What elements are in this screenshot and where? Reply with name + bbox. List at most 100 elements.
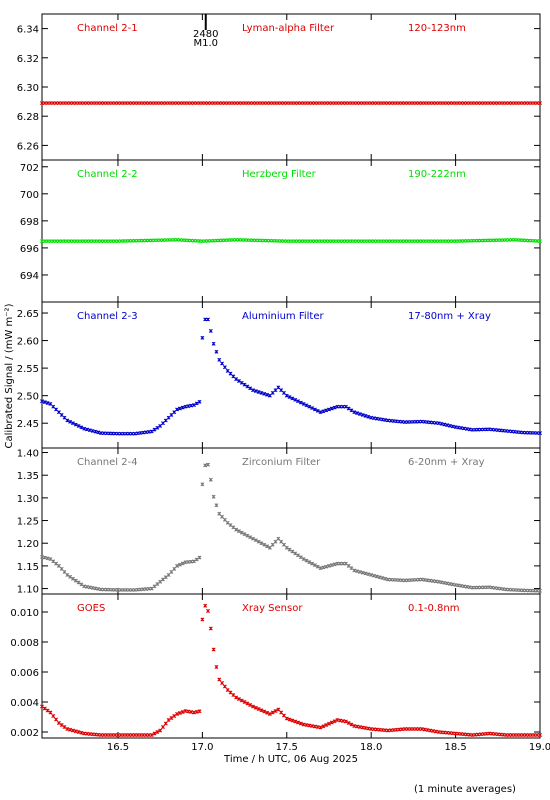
- data-point: [329, 720, 334, 725]
- data-point: [79, 582, 84, 587]
- data-point: [315, 408, 320, 413]
- data-point: [304, 558, 309, 563]
- data-point: [222, 684, 227, 689]
- data-point: [166, 415, 171, 420]
- data-point: [183, 709, 188, 713]
- panel-frame: [41, 159, 541, 303]
- data-point: [459, 426, 464, 430]
- data-point: [177, 406, 182, 411]
- data-point: [290, 549, 295, 554]
- x-tick-label: 19.0: [529, 742, 550, 753]
- panel-filter: Aluminium Filter: [242, 311, 325, 322]
- y-tick-label: 6.26: [17, 141, 39, 152]
- data-point: [200, 617, 205, 622]
- data-point: [267, 712, 272, 716]
- data-point: [369, 415, 374, 420]
- data-point: [65, 727, 70, 731]
- data-point: [231, 374, 236, 379]
- data-point: [73, 729, 78, 734]
- data-point: [214, 503, 219, 508]
- data-point: [208, 626, 213, 631]
- data-point: [324, 564, 329, 569]
- data-point: [279, 388, 284, 393]
- data-point: [352, 724, 357, 728]
- y-tick-label: 696: [20, 244, 39, 255]
- data-point: [256, 539, 261, 544]
- data-point: [341, 719, 346, 723]
- data-point: [301, 722, 306, 727]
- data-point: [85, 427, 89, 432]
- panel-name: Channel 2-4: [77, 457, 138, 468]
- data-point: [45, 556, 50, 561]
- data-point: [346, 721, 351, 725]
- data-point: [318, 410, 323, 415]
- data-point: [248, 703, 253, 707]
- data-point: [228, 371, 233, 376]
- data-point: [366, 726, 371, 731]
- data-point: [183, 404, 188, 409]
- data-point: [45, 708, 50, 713]
- data-point: [56, 410, 61, 415]
- data-point: [251, 536, 255, 541]
- data-point: [166, 718, 171, 722]
- data-point: [439, 580, 444, 585]
- data-point: [298, 721, 303, 726]
- data-point: [329, 406, 334, 411]
- data-point: [276, 536, 281, 541]
- data-point: [355, 724, 360, 729]
- y-axis-title: Calibrated Signal / (mW m⁻²): [4, 303, 15, 448]
- data-point: [321, 724, 326, 729]
- data-point: [152, 427, 157, 432]
- data-point: [251, 704, 255, 709]
- data-point: [318, 725, 323, 730]
- data-point: [383, 418, 388, 422]
- panels-layer: 6.26 6.28 6.30 6.32 6.34 Channel 2-1 Lyman-alp…: [10, 13, 542, 739]
- data-point: [293, 551, 298, 556]
- data-point: [155, 730, 160, 734]
- data-point: [175, 563, 180, 568]
- data-point: [242, 700, 247, 704]
- data-point: [40, 554, 44, 559]
- data-point: [363, 726, 368, 730]
- data-point: [42, 555, 47, 560]
- data-point: [70, 576, 75, 581]
- y-tick-label: 1.30: [17, 494, 39, 505]
- data-point: [161, 725, 165, 729]
- data-point: [360, 570, 365, 575]
- data-point: [374, 416, 379, 421]
- data-point: [307, 404, 312, 409]
- data-point: [293, 397, 298, 402]
- data-point: [155, 425, 160, 430]
- data-point: [267, 545, 272, 550]
- panel-band: 17-80nm + Xray: [408, 311, 491, 322]
- data-point: [296, 720, 300, 725]
- data-point: [175, 712, 180, 716]
- data-point: [217, 511, 222, 516]
- data-point: [242, 532, 247, 537]
- data-point: [73, 422, 78, 427]
- data-point: [450, 424, 455, 429]
- data-point: [149, 733, 154, 737]
- data-point: [158, 424, 163, 428]
- y-tick-label: 1.40: [17, 449, 39, 460]
- data-point: [436, 421, 441, 426]
- data-point: [96, 586, 101, 591]
- data-point: [270, 542, 275, 547]
- panel-band: 0.1-0.8nm: [408, 603, 460, 614]
- data-point: [296, 553, 300, 558]
- data-point: [87, 428, 92, 433]
- data-point: [161, 421, 165, 426]
- panel-filter: Herzberg Filter: [242, 169, 317, 180]
- data-point: [220, 514, 225, 519]
- data-point: [287, 547, 292, 552]
- data-point: [158, 728, 163, 733]
- data-point: [357, 725, 362, 729]
- data-point: [51, 714, 56, 718]
- data-point: [284, 545, 289, 550]
- data-point: [62, 725, 67, 729]
- data-point: [234, 527, 239, 532]
- data-point: [287, 395, 292, 399]
- data-point: [191, 559, 196, 564]
- data-point: [220, 681, 225, 685]
